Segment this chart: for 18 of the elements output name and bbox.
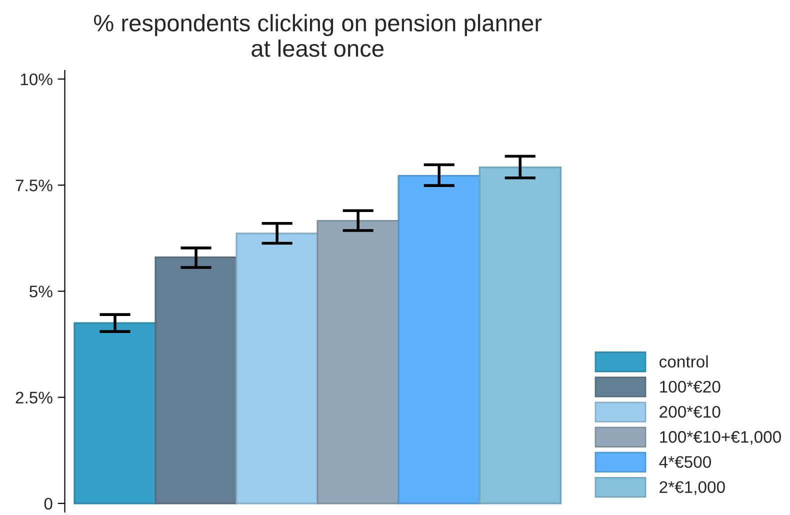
bar (478, 166, 562, 504)
bar (398, 174, 480, 504)
legend-label: 200*€10 (660, 406, 720, 418)
legend-label: 4*€500 (659, 456, 712, 468)
legend-label: 2*€1,000 (660, 481, 725, 495)
y-tick-label: 7.5% (16, 180, 52, 192)
y-tick-label: 5% (30, 286, 52, 298)
bar (316, 220, 400, 504)
y-tick-label: 2.5% (16, 392, 52, 404)
chart-title: % respondents clicking on pension planner at least once (94, 14, 542, 57)
bar (154, 256, 238, 504)
y-tick-label: 0 (44, 498, 52, 510)
bar (74, 322, 156, 504)
legend-label: 100*€20 (660, 380, 720, 393)
y-tick-label: 10% (20, 73, 52, 86)
bar (236, 232, 318, 504)
legend-label: 100*€10+€1,000 (660, 431, 781, 445)
legend-label: control (660, 355, 708, 368)
